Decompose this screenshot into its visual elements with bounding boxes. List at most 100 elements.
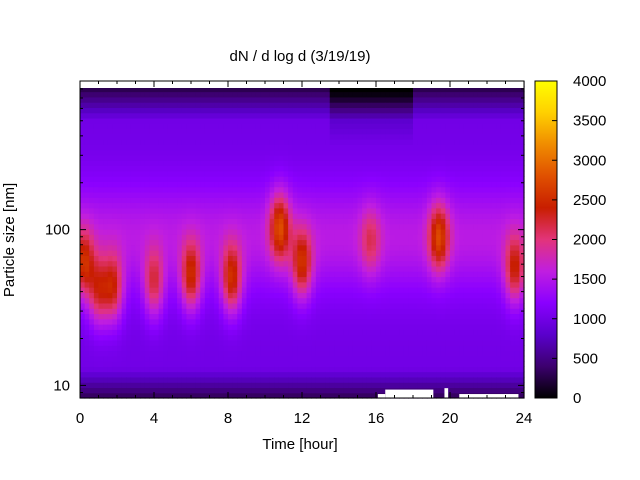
heatmap-cell <box>107 339 113 346</box>
heatmap-cell <box>177 96 183 103</box>
heatmap-cell <box>417 244 423 251</box>
heatmap-cell <box>431 176 437 182</box>
heatmap-cell <box>89 191 95 198</box>
heatmap-cell <box>274 112 280 119</box>
heatmap-cell <box>98 345 104 352</box>
heatmap-cell <box>218 234 224 241</box>
heatmap-cell <box>288 239 294 246</box>
heatmap-cell <box>149 197 155 204</box>
heatmap-cell <box>380 213 386 219</box>
heatmap-cell <box>237 91 243 98</box>
heatmap-cell <box>376 139 382 145</box>
heatmap-cell <box>112 376 118 383</box>
heatmap-cell <box>357 91 363 98</box>
heatmap-cell <box>288 376 294 383</box>
heatmap-cell <box>436 149 442 156</box>
heatmap-cell <box>380 160 386 167</box>
heatmap-cell <box>223 96 229 103</box>
heatmap-cell <box>80 260 86 267</box>
heatmap-cell <box>292 260 298 267</box>
heatmap-cell <box>251 86 257 93</box>
heatmap-cell <box>232 244 238 251</box>
heatmap-cell <box>181 308 187 315</box>
heatmap-cell <box>223 202 229 209</box>
heatmap-cell <box>89 297 95 304</box>
heatmap-cell <box>399 207 405 214</box>
heatmap-cell <box>306 176 312 182</box>
heatmap-cell <box>223 223 229 230</box>
heatmap-cell <box>117 255 123 262</box>
heatmap-cell <box>117 366 123 373</box>
heatmap-cell <box>117 160 123 167</box>
heatmap-cell <box>325 223 331 230</box>
heatmap-cell <box>158 117 164 124</box>
heatmap-cell <box>329 197 335 204</box>
heatmap-cell <box>422 265 428 272</box>
heatmap-cell <box>292 276 298 283</box>
heatmap-cell <box>181 371 187 378</box>
heatmap-cell <box>135 329 141 336</box>
heatmap-cell <box>112 355 118 362</box>
heatmap-cell <box>126 176 132 182</box>
heatmap-cell <box>274 91 280 98</box>
heatmap-cell <box>306 128 312 135</box>
heatmap-cell <box>237 292 243 299</box>
heatmap-cell <box>228 191 234 198</box>
heatmap-cell <box>274 355 280 362</box>
heatmap-cell <box>450 176 456 182</box>
heatmap-cell <box>357 213 363 219</box>
heatmap-cell <box>112 265 118 272</box>
heatmap-cell <box>260 376 266 383</box>
heatmap-cell <box>371 112 377 119</box>
heatmap-cell <box>80 133 86 140</box>
heatmap-cell <box>126 376 132 383</box>
heatmap-cell <box>191 345 197 352</box>
heatmap-cell <box>306 371 312 378</box>
heatmap-cell <box>98 213 104 219</box>
heatmap-cell <box>399 334 405 341</box>
heatmap-cell <box>426 223 433 230</box>
heatmap-cell <box>158 350 164 357</box>
heatmap-cell <box>403 250 409 256</box>
heatmap-cell <box>417 371 423 378</box>
heatmap-cell <box>329 239 335 246</box>
heatmap-cell <box>107 181 113 188</box>
heatmap-cell <box>269 355 275 362</box>
heatmap-cell <box>214 334 220 341</box>
heatmap-cell <box>445 102 451 109</box>
heatmap-cell <box>454 239 460 246</box>
heatmap-cell <box>329 265 335 272</box>
heatmap-cell <box>376 223 382 230</box>
heatmap-cell <box>228 313 234 320</box>
heatmap-cell <box>454 91 460 98</box>
heatmap-cell <box>251 292 257 299</box>
heatmap-cell <box>223 250 229 256</box>
heatmap-cell <box>371 382 377 389</box>
heatmap-cell <box>214 376 220 383</box>
heatmap-cell <box>339 281 345 288</box>
heatmap-cell <box>362 234 368 241</box>
heatmap-cell <box>84 234 90 241</box>
heatmap-cell <box>440 228 446 235</box>
heatmap-cell <box>329 133 335 140</box>
heatmap-cell <box>297 181 303 188</box>
heatmap-cell <box>463 334 470 341</box>
heatmap-cell <box>394 213 400 219</box>
heatmap-cell <box>283 133 289 140</box>
heatmap-cell <box>84 265 90 272</box>
heatmap-cell <box>325 234 331 241</box>
heatmap-cell <box>223 324 229 330</box>
heatmap-cell <box>84 334 90 341</box>
heatmap-cell <box>158 339 164 346</box>
heatmap-cell <box>385 128 391 135</box>
heatmap-cell <box>450 281 456 288</box>
heatmap-cell <box>135 260 141 267</box>
heatmap-cell <box>103 107 109 114</box>
heatmap-cell <box>195 165 201 172</box>
heatmap-cell <box>218 239 224 246</box>
heatmap-cell <box>403 149 409 156</box>
heatmap-cell <box>149 392 155 399</box>
heatmap-cell <box>200 276 206 283</box>
heatmap-cell <box>422 91 428 98</box>
heatmap-cell <box>251 128 257 135</box>
